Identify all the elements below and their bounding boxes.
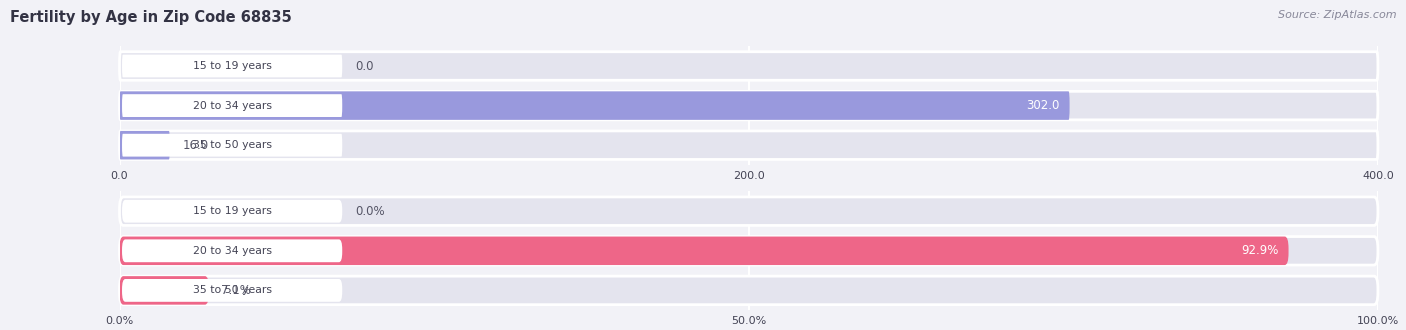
Text: 92.9%: 92.9% <box>1241 244 1278 257</box>
FancyBboxPatch shape <box>120 131 1378 159</box>
FancyBboxPatch shape <box>120 91 1070 120</box>
FancyBboxPatch shape <box>120 276 1378 305</box>
Text: 20 to 34 years: 20 to 34 years <box>193 101 271 111</box>
Text: 15 to 19 years: 15 to 19 years <box>193 206 271 216</box>
Text: 15 to 19 years: 15 to 19 years <box>193 61 271 71</box>
FancyBboxPatch shape <box>120 131 170 159</box>
FancyBboxPatch shape <box>120 276 209 305</box>
FancyBboxPatch shape <box>122 134 342 157</box>
FancyBboxPatch shape <box>122 94 342 117</box>
FancyBboxPatch shape <box>120 237 1288 265</box>
Text: Fertility by Age in Zip Code 68835: Fertility by Age in Zip Code 68835 <box>10 10 291 25</box>
Text: Source: ZipAtlas.com: Source: ZipAtlas.com <box>1278 10 1396 20</box>
FancyBboxPatch shape <box>120 52 1378 80</box>
FancyBboxPatch shape <box>122 54 342 78</box>
FancyBboxPatch shape <box>122 200 342 223</box>
Text: 35 to 50 years: 35 to 50 years <box>193 140 271 150</box>
Text: 35 to 50 years: 35 to 50 years <box>193 285 271 295</box>
Text: 0.0%: 0.0% <box>354 205 384 218</box>
FancyBboxPatch shape <box>122 239 342 262</box>
Text: 16.0: 16.0 <box>183 139 208 152</box>
Text: 0.0: 0.0 <box>354 59 374 73</box>
Text: 302.0: 302.0 <box>1026 99 1060 112</box>
FancyBboxPatch shape <box>120 237 1378 265</box>
Text: 20 to 34 years: 20 to 34 years <box>193 246 271 256</box>
FancyBboxPatch shape <box>122 279 342 302</box>
FancyBboxPatch shape <box>120 197 1378 225</box>
Text: 7.1%: 7.1% <box>221 284 252 297</box>
FancyBboxPatch shape <box>120 91 1378 120</box>
